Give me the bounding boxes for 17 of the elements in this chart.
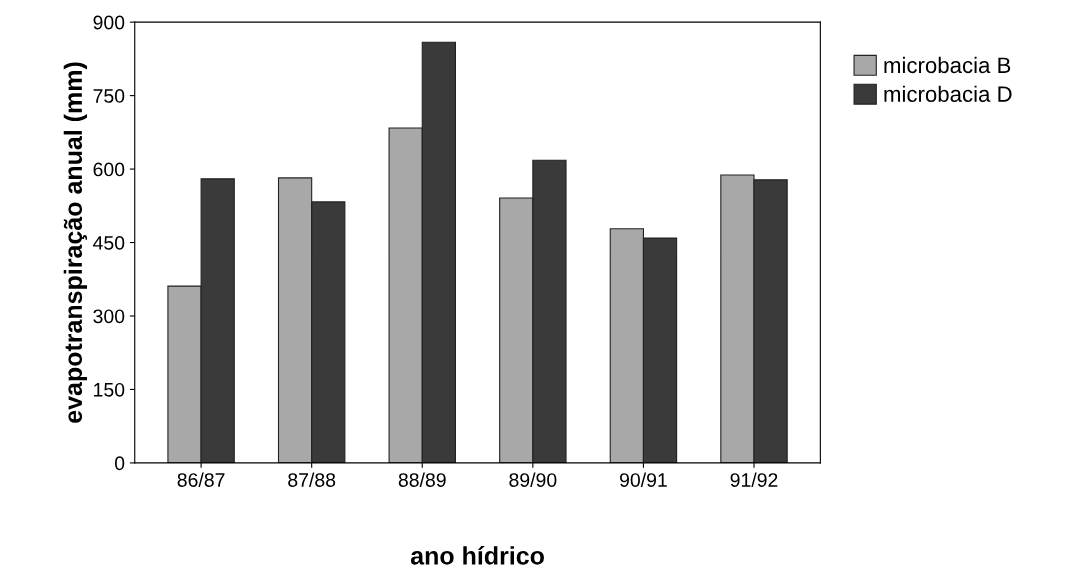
legend-label: microbacia D — [884, 85, 1012, 102]
y-tick-label: 750 — [93, 89, 125, 103]
legend-label: microbacia B — [884, 56, 1011, 74]
x-axis-title: ano hídrico — [410, 546, 544, 565]
y-tick-label: 600 — [93, 162, 125, 177]
x-tick-label: 87/88 — [288, 472, 336, 487]
y-tick-label: 450 — [93, 236, 125, 250]
x-tick-label: 86/87 — [177, 472, 225, 487]
y-axis-title: evapotranspiração anual (mm) — [63, 62, 88, 423]
y-tick-label: 300 — [93, 309, 125, 324]
x-tick-label: 90/91 — [620, 472, 667, 487]
y-tick-label: 900 — [93, 15, 125, 30]
y-tick-label: 150 — [94, 382, 125, 397]
x-tick-label: 91/92 — [730, 472, 778, 487]
x-tick-label: 89/90 — [509, 472, 557, 487]
y-tick-label: 0 — [114, 456, 125, 471]
x-tick-label: 88/89 — [398, 472, 446, 487]
